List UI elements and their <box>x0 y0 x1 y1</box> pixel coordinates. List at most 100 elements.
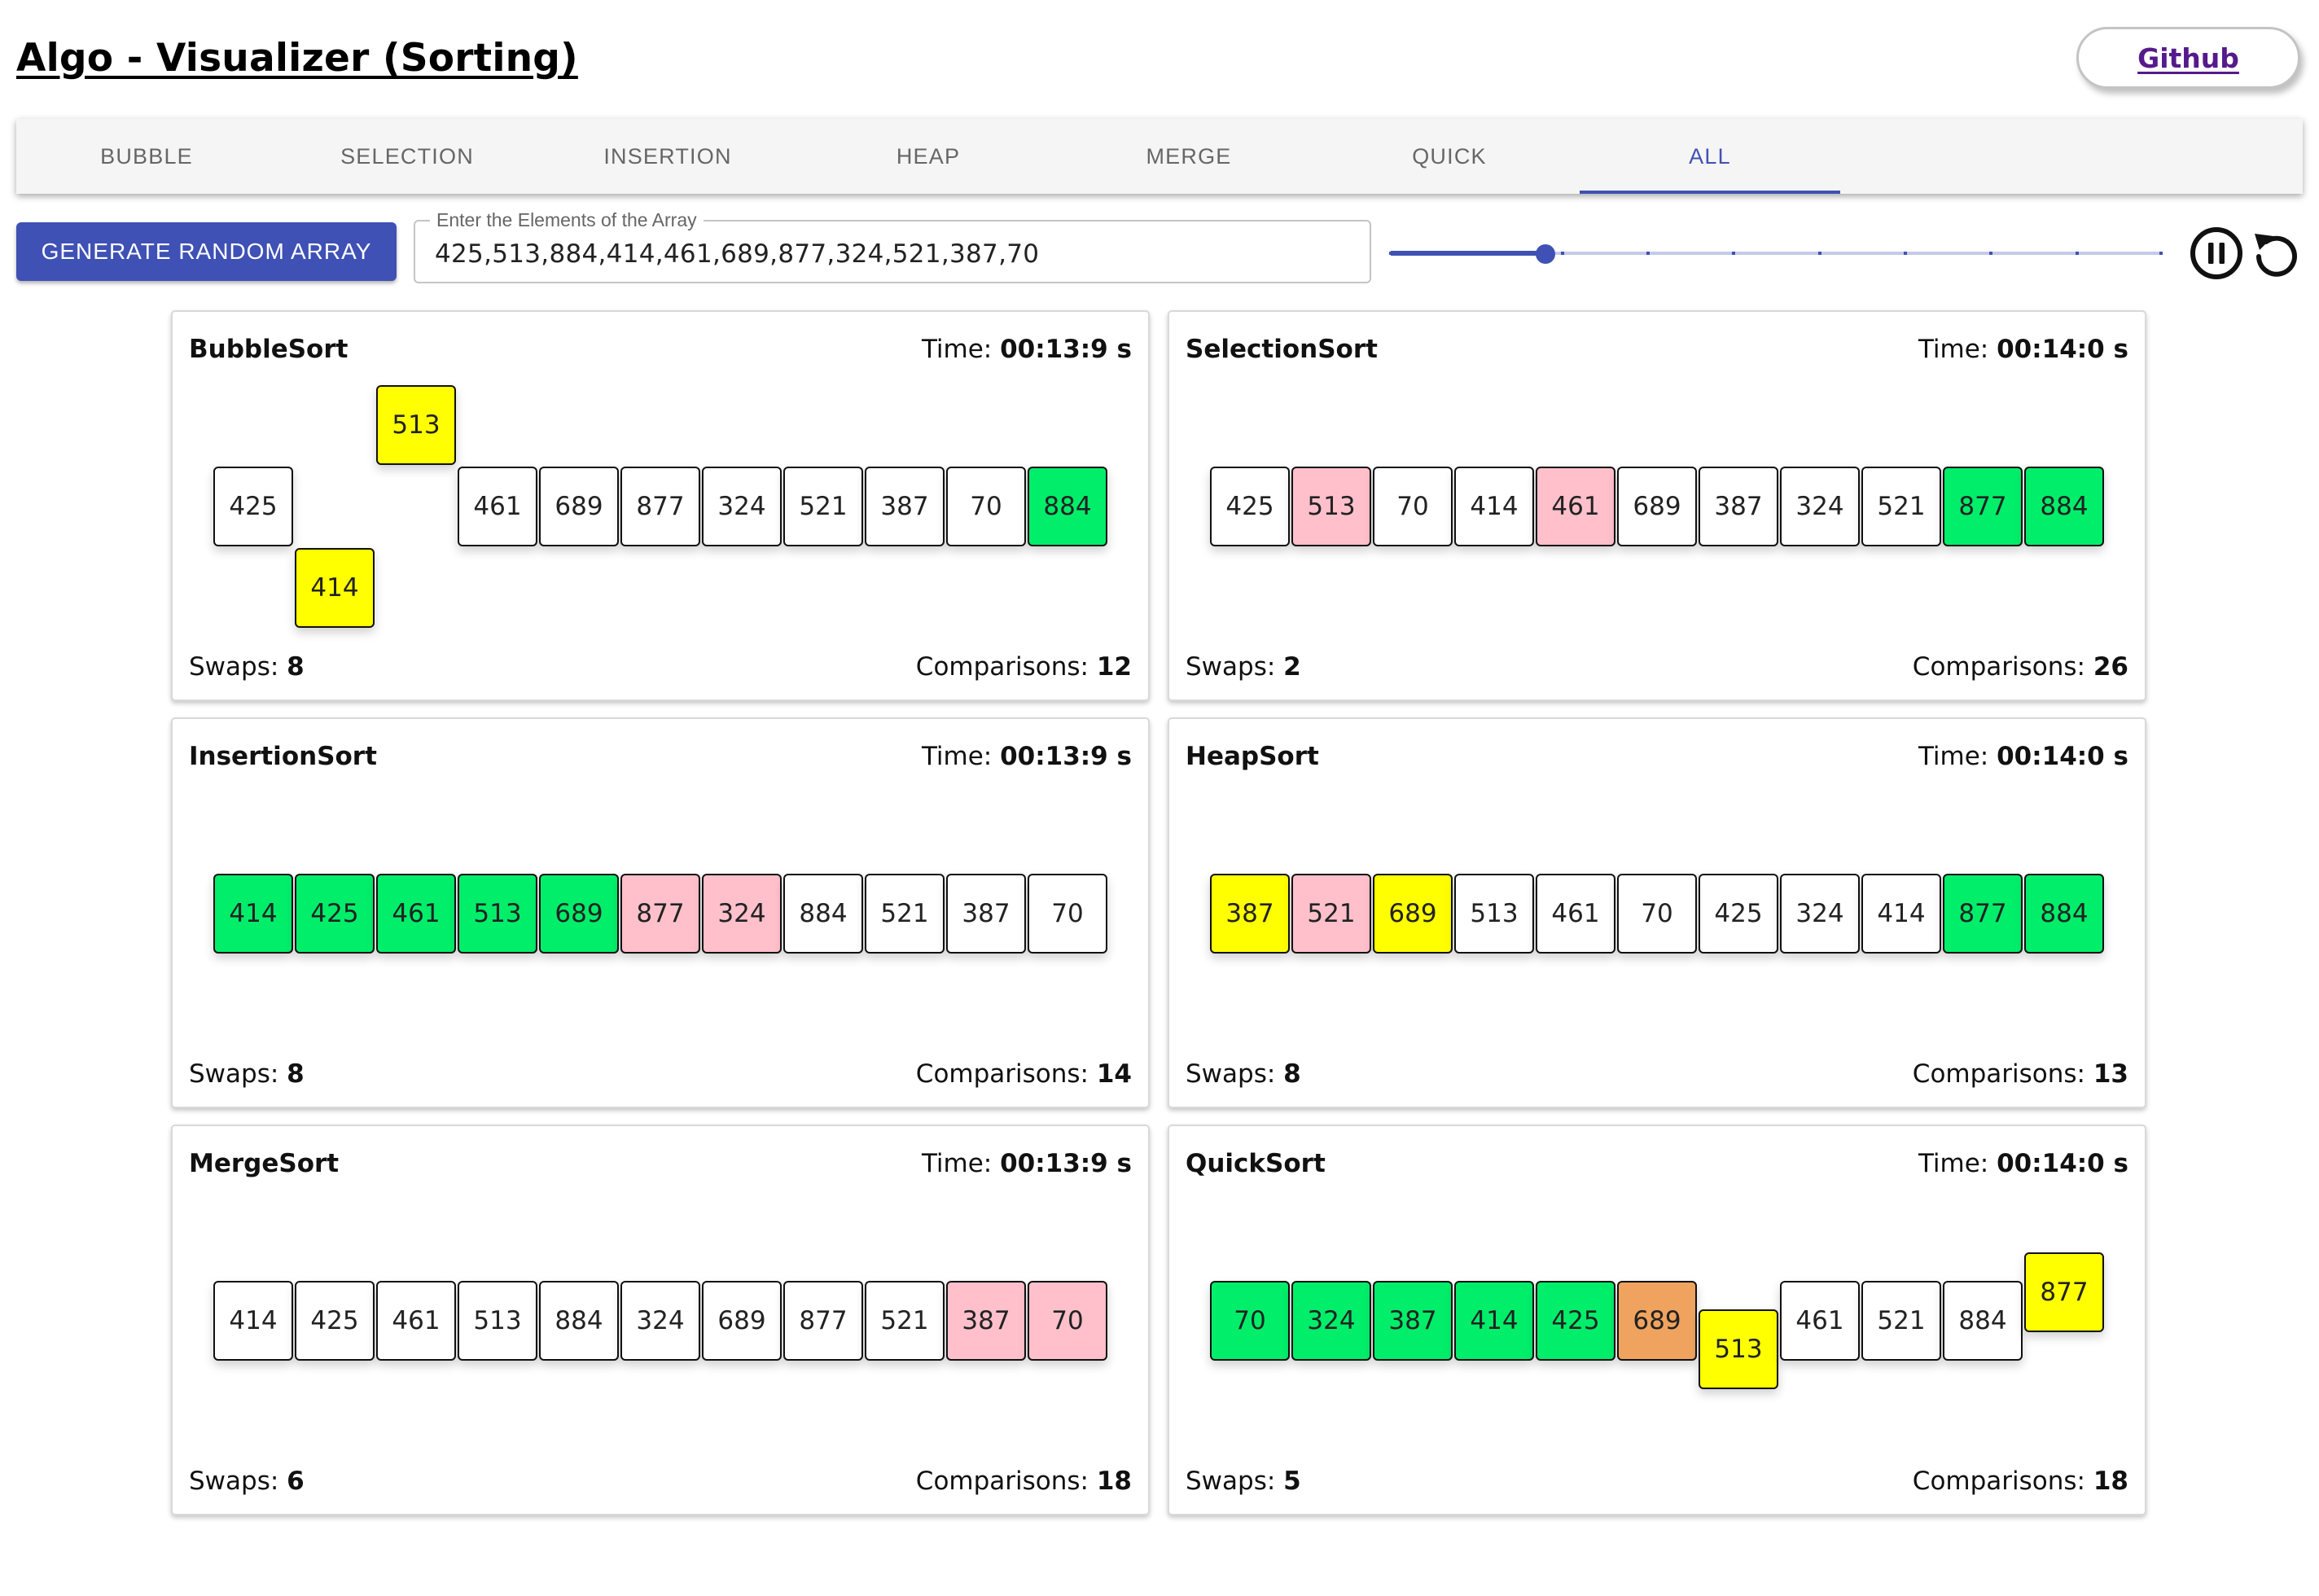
array-input[interactable]: Enter the Elements of the Array 425,513,… <box>414 209 1371 283</box>
card-time: Time: 00:13:9 s <box>922 742 1132 771</box>
sort-card-quicksort: QuickSort Time: 00:14:0 s Swaps: 5 Comparis… <box>1168 1125 2146 1515</box>
speed-slider[interactable] <box>1389 225 2163 282</box>
array-cell: 689 <box>702 1281 782 1361</box>
slider-step-mark <box>1389 252 1392 255</box>
array-cell: 877 <box>1943 874 2023 954</box>
array-cells: 425 513 70 414 461 689 387 324 521 877 884 <box>1169 312 2145 699</box>
slider-step-mark <box>1904 252 1907 255</box>
array-cell: 884 <box>2024 467 2104 546</box>
array-input-value[interactable]: 425,513,884,414,461,689,877,324,521,387,… <box>435 239 1040 269</box>
array-cells: 387 521 689 513 461 70 425 324 414 877 884 <box>1169 719 2145 1107</box>
comparisons-value: 14 <box>1096 1059 1132 1089</box>
algorithm-tabs: BUBBLE SELECTION INSERTION HEAP MERGE QU… <box>16 119 2303 194</box>
card-time: Time: 00:13:9 s <box>922 1149 1132 1178</box>
array-cell: 324 <box>1780 874 1860 954</box>
card-swaps: Swaps: 8 <box>189 652 305 682</box>
array-cell: 461 <box>376 1281 456 1361</box>
comparisons-value: 13 <box>2093 1059 2128 1089</box>
array-cell: 521 <box>783 467 863 546</box>
comparisons-value: 18 <box>2093 1467 2128 1496</box>
card-swaps: Swaps: 8 <box>1186 1059 1301 1089</box>
sort-card-selectionsort: SelectionSort Time: 00:14:0 s Swaps: 2 Comp… <box>1168 310 2146 701</box>
array-cell: 884 <box>2024 874 2104 954</box>
tab-insertion[interactable]: INSERTION <box>603 143 732 169</box>
swaps-value: 5 <box>1283 1467 1301 1496</box>
time-value: 00:14:0 s <box>1997 1149 2128 1178</box>
array-cell: 884 <box>783 874 863 954</box>
array-cell: 70 <box>1028 874 1107 954</box>
array-cell: 324 <box>620 1281 700 1361</box>
array-cell: 70 <box>1210 1281 1290 1361</box>
array-cell: 689 <box>1617 467 1697 546</box>
array-cell: 387 <box>865 467 945 546</box>
comparisons-label: Comparisons: <box>1912 1467 2085 1496</box>
card-comparisons: Comparisons: 14 <box>916 1059 1132 1089</box>
sort-card-bubblesort: BubbleSort Time: 00:13:9 s Swaps: 8 Compari… <box>171 310 1150 701</box>
card-title: SelectionSort <box>1186 335 1378 364</box>
card-title: InsertionSort <box>189 742 377 771</box>
replay-icon[interactable] <box>2249 226 2304 281</box>
swaps-value: 2 <box>1283 652 1301 682</box>
array-cell: 387 <box>946 874 1026 954</box>
card-title: BubbleSort <box>189 335 349 364</box>
tab-bubble[interactable]: BUBBLE <box>100 143 193 169</box>
array-cell: 513 <box>376 385 456 465</box>
slider-step-mark <box>1817 252 1821 255</box>
swaps-label: Swaps: <box>1186 1059 1276 1089</box>
array-cell: 425 <box>1699 874 1778 954</box>
comparisons-label: Comparisons: <box>915 652 1089 682</box>
array-cell: 425 <box>1210 467 1290 546</box>
array-cell: 70 <box>1373 467 1453 546</box>
card-title: QuickSort <box>1186 1149 1326 1178</box>
comparisons-label: Comparisons: <box>1912 652 2085 682</box>
array-cell: 513 <box>458 874 537 954</box>
tab-all[interactable]: ALL <box>1580 119 1840 194</box>
slider-rail <box>1391 252 2163 255</box>
array-cell: 387 <box>1210 874 1290 954</box>
tab-merge[interactable]: MERGE <box>1146 143 1232 169</box>
array-cell: 513 <box>1291 467 1371 546</box>
array-cell: 387 <box>1373 1281 1453 1361</box>
card-swaps: Swaps: 8 <box>189 1059 305 1089</box>
array-cells: 414 425 461 513 689 877 324 884 521 387 70 <box>173 719 1148 1107</box>
generate-random-array-button[interactable]: GENERATE RANDOM ARRAY <box>16 222 397 281</box>
array-cell: 689 <box>1373 874 1453 954</box>
sort-card-insertionsort: InsertionSort Time: 00:13:9 s Swaps: 8 Comp… <box>171 717 1150 1108</box>
time-value: 00:14:0 s <box>1997 335 2128 364</box>
tab-quick[interactable]: QUICK <box>1412 143 1487 169</box>
array-cell: 414 <box>1454 1281 1534 1361</box>
array-cells: 70 324 387 414 425 689 513 461 521 884 877 <box>1169 1126 2145 1514</box>
array-cell: 461 <box>1780 1281 1860 1361</box>
array-cell: 877 <box>620 467 700 546</box>
array-cell: 425 <box>1536 1281 1615 1361</box>
time-value: 00:13:9 s <box>1000 335 1132 364</box>
swaps-label: Swaps: <box>189 652 279 682</box>
comparisons-value: 12 <box>1096 652 1132 682</box>
array-cell: 513 <box>1454 874 1534 954</box>
time-value: 00:13:9 s <box>1000 742 1132 771</box>
slider-track <box>1391 251 1545 256</box>
slider-step-mark <box>1646 252 1650 255</box>
card-time: Time: 00:14:0 s <box>1918 1149 2128 1178</box>
slider-thumb[interactable] <box>1535 244 1555 264</box>
comparisons-label: Comparisons: <box>915 1467 1089 1496</box>
card-time: Time: 00:14:0 s <box>1918 742 2128 771</box>
array-cell: 387 <box>1699 467 1778 546</box>
tab-heap[interactable]: HEAP <box>896 143 961 169</box>
github-link[interactable]: Github <box>2076 27 2300 89</box>
array-input-label: Enter the Elements of the Array <box>430 209 704 231</box>
tab-selection[interactable]: SELECTION <box>340 143 474 169</box>
array-cell: 513 <box>458 1281 537 1361</box>
array-cell: 324 <box>1780 467 1860 546</box>
array-cell: 70 <box>1617 874 1697 954</box>
card-swaps: Swaps: 5 <box>1186 1467 1301 1496</box>
array-cell: 521 <box>865 874 945 954</box>
array-cell: 461 <box>1536 874 1615 954</box>
swaps-value: 8 <box>1283 1059 1301 1089</box>
pause-circle-icon[interactable] <box>2189 226 2244 281</box>
array-cell: 414 <box>1454 467 1534 546</box>
card-comparisons: Comparisons: 18 <box>916 1467 1132 1496</box>
swaps-value: 8 <box>287 1059 305 1089</box>
time-label: Time: <box>1918 335 1989 364</box>
array-cell: 521 <box>1861 1281 1941 1361</box>
